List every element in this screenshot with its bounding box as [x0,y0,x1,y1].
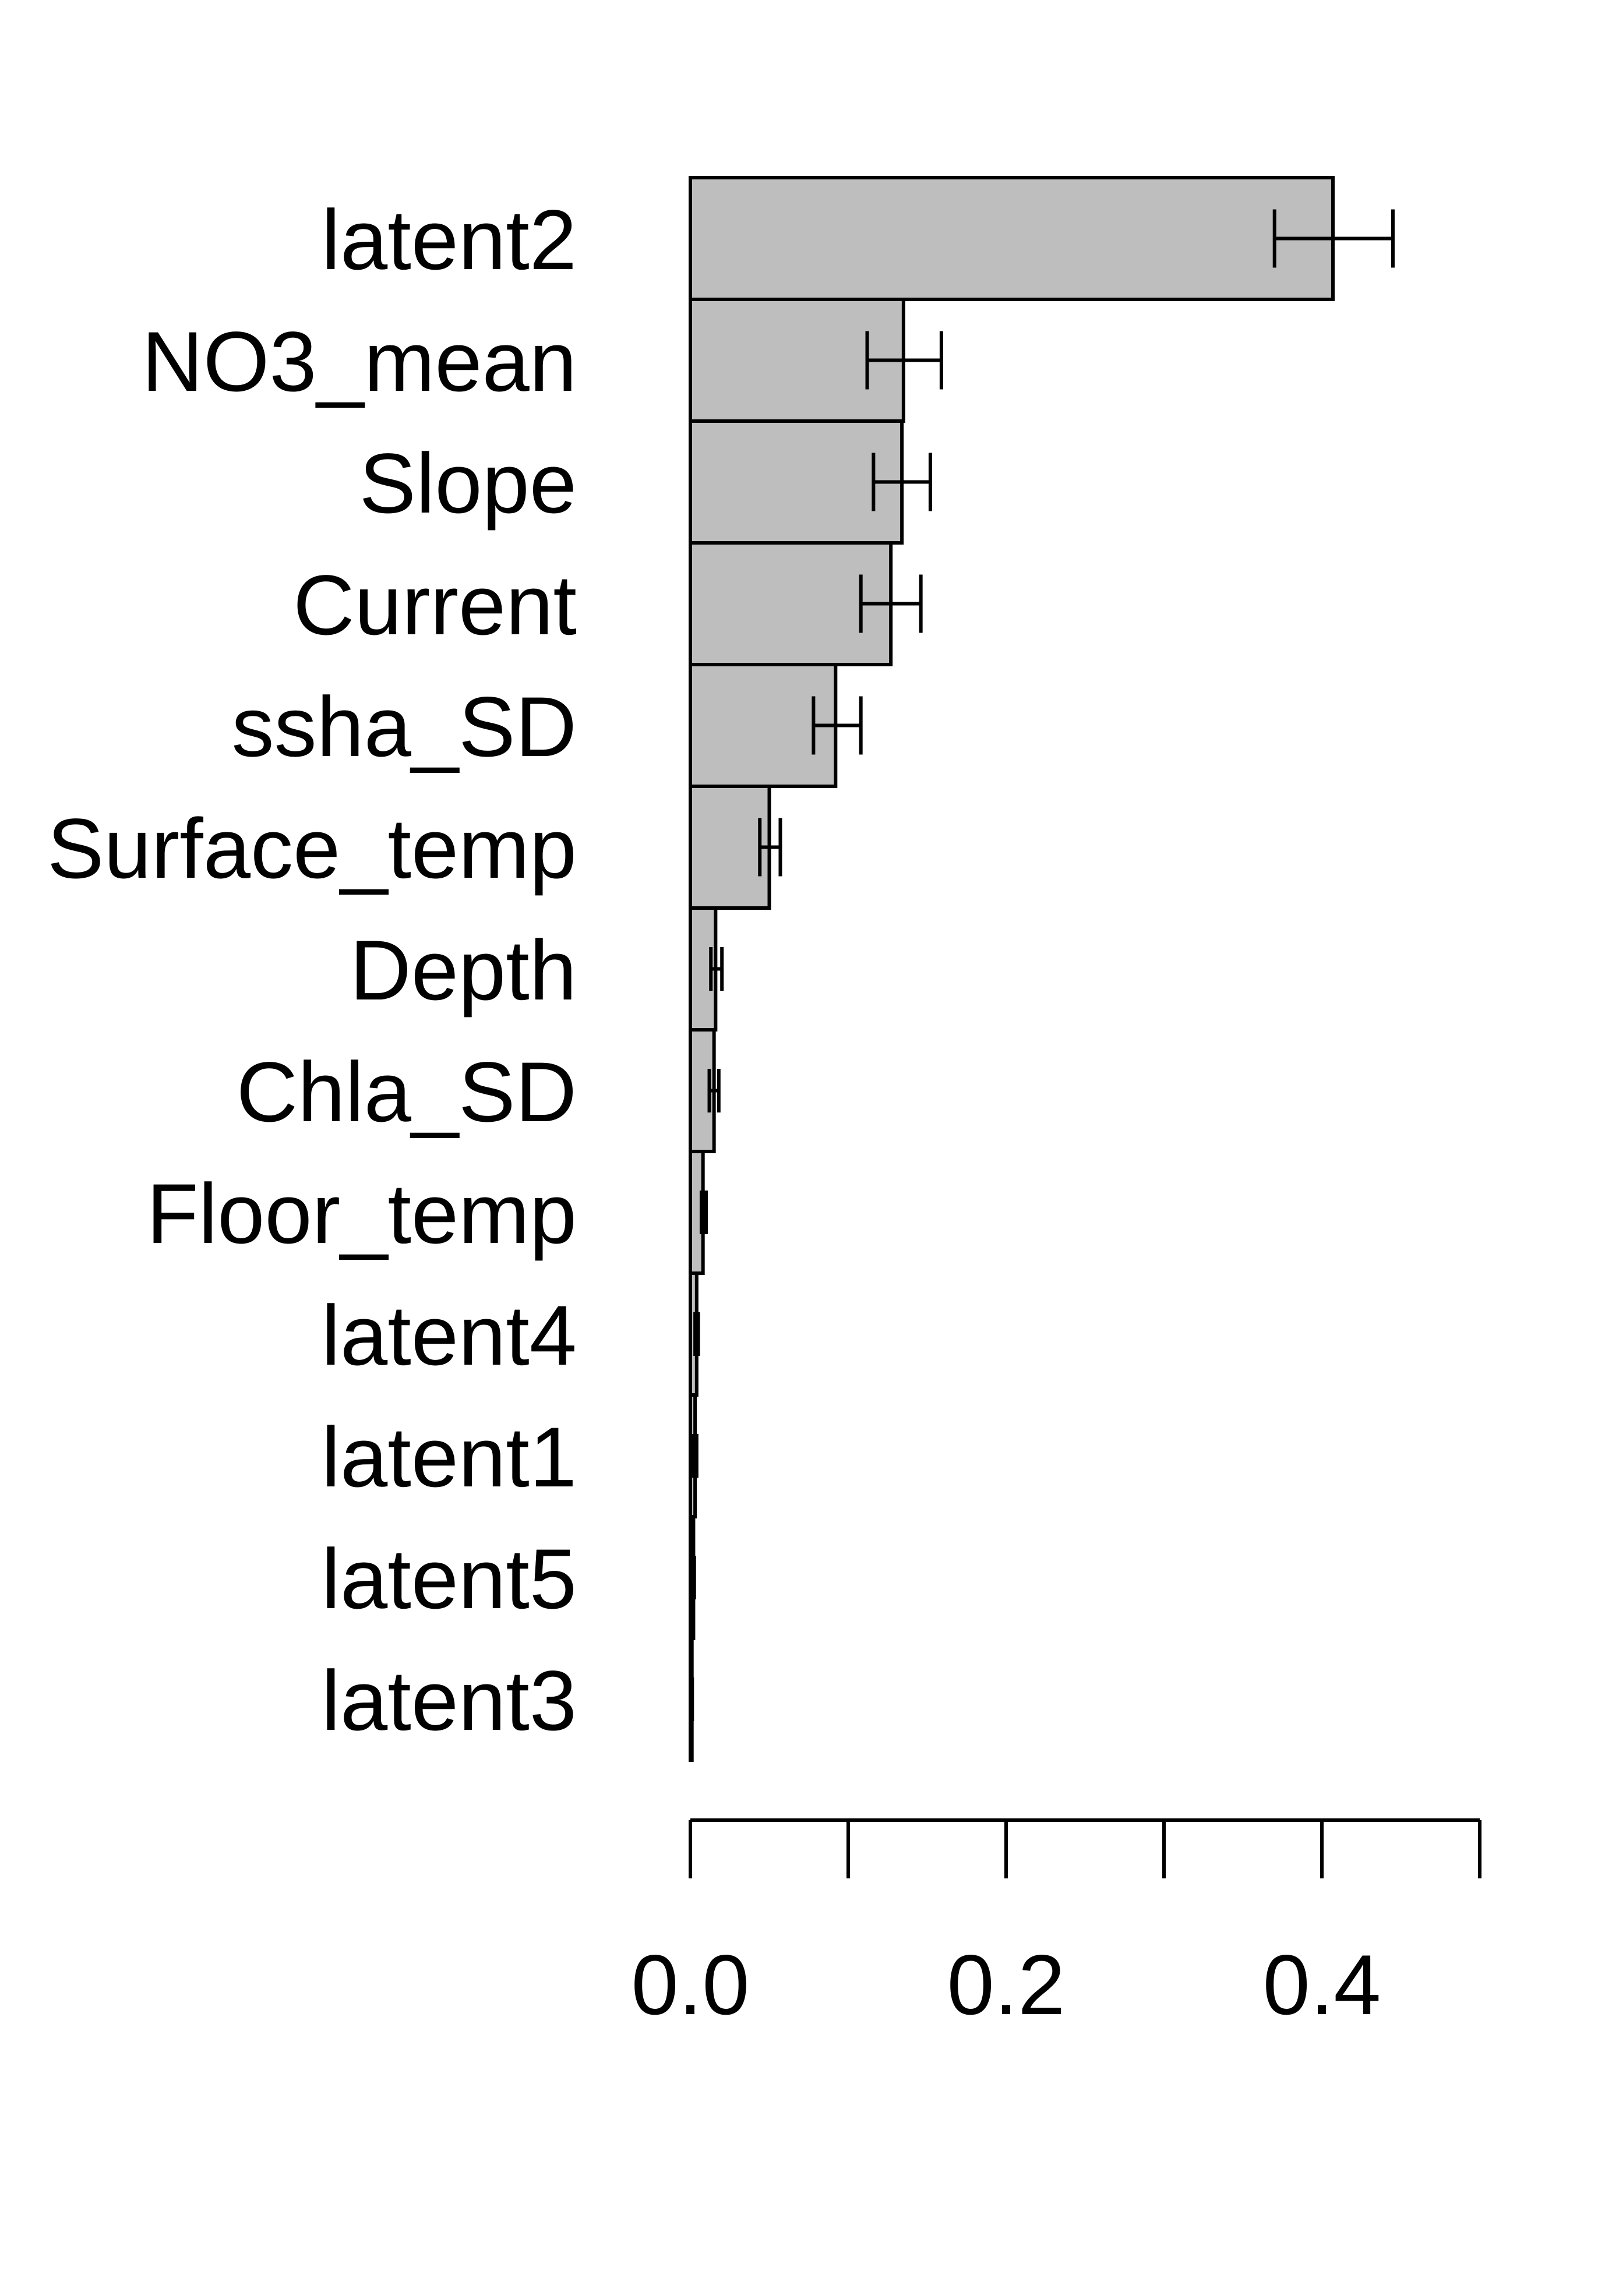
error-bar-Depth [709,947,724,991]
category-label-latent5: latent5 [322,1531,577,1626]
error-bar-Floor_temp [699,1191,708,1234]
category-label-Current: Current [293,557,577,652]
bar-Current [689,541,893,666]
category-label-latent1: latent1 [322,1410,577,1504]
error-bar-latent5 [691,1556,696,1599]
bar-latent2 [689,176,1335,301]
category-label-latent3: latent3 [322,1653,577,1748]
error-bars-group [690,209,1395,1721]
category-label-ssha_SD: ssha_SD [232,679,577,774]
x-tick-label: 0.4 [1263,1937,1381,2032]
category-label-Chla_SD: Chla_SD [237,1044,577,1139]
category-label-Slope: Slope [359,436,577,531]
error-bar-latent4 [693,1312,700,1356]
bars-group [689,176,1335,1762]
category-label-NO3_mean: NO3_mean [142,314,577,409]
error-bar-ssha_SD [812,696,863,755]
error-bar-Current [859,574,923,633]
x-tick-label: 0.2 [947,1937,1066,2032]
category-label-Floor_temp: Floor_temp [147,1166,577,1261]
category-label-Surface_temp: Surface_temp [47,801,577,896]
error-bar-latent1 [692,1434,699,1478]
x-axis: 0.0 0.2 0.4 [632,1818,1481,2032]
error-bar-latent2 [1272,209,1395,268]
error-bar-NO3_mean [865,331,943,390]
category-label-latent2: latent2 [322,192,577,287]
error-bar-Chla_SD [707,1069,721,1112]
x-tick-label: 0.0 [632,1937,750,2032]
error-bar-Surface_temp [758,818,782,877]
bar-Slope [689,419,904,545]
category-label-latent4: latent4 [322,1288,577,1383]
bar-Surface_temp [689,785,771,910]
category-labels-group: latent2 NO3_mean Slope Current ssha_SD Surfac… [47,192,577,1748]
category-label-Depth: Depth [350,923,577,1018]
error-bar-Slope [872,453,932,511]
